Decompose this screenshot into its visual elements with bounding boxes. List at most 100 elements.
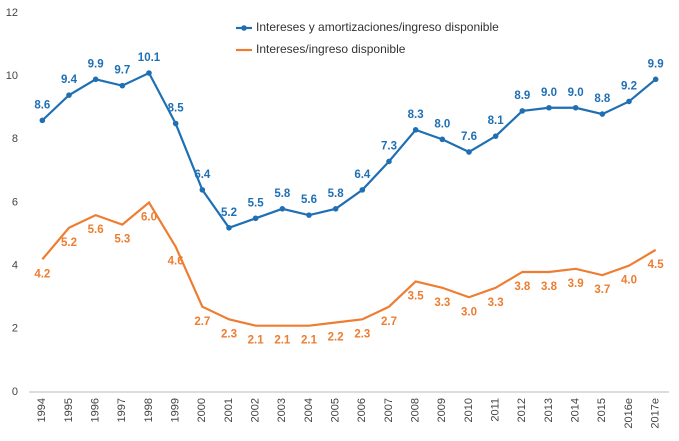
value-label: 9.9 — [88, 58, 104, 70]
y-tick-label: 0 — [12, 386, 18, 398]
value-label: 3.9 — [568, 278, 584, 290]
value-label: 5.8 — [328, 188, 345, 200]
value-label: 4.6 — [168, 256, 184, 268]
y-tick-label: 8 — [12, 133, 18, 145]
value-label: 6.0 — [141, 212, 157, 224]
x-tick-label: 2007 — [383, 398, 395, 422]
marker — [39, 117, 46, 124]
marker — [332, 206, 339, 212]
x-tick-label: 2004 — [303, 398, 315, 422]
legend-label: Intereses y amortizaciones/ingreso dispo… — [256, 20, 499, 34]
value-label: 5.2 — [61, 237, 77, 249]
value-label: 7.3 — [381, 140, 397, 152]
value-label: 2.3 — [221, 328, 237, 340]
marker — [652, 76, 659, 83]
marker — [226, 224, 232, 231]
x-tick-label: 1998 — [143, 398, 155, 422]
value-label: 3.0 — [461, 306, 477, 318]
marker — [146, 70, 152, 76]
x-tick-label: 2002 — [250, 398, 262, 422]
marker — [412, 127, 419, 133]
value-label: 9.0 — [568, 87, 584, 99]
x-tick-label: 1996 — [90, 398, 102, 422]
value-label: 8.3 — [408, 109, 424, 121]
series-line — [41, 200, 657, 327]
value-label: 8.0 — [434, 118, 450, 130]
value-label: 4.2 — [34, 268, 50, 280]
value-label: 2.1 — [301, 335, 318, 347]
value-label: 8.5 — [168, 103, 185, 115]
marker — [119, 82, 126, 89]
value-label: 7.6 — [461, 131, 477, 143]
value-label: 9.0 — [541, 87, 557, 99]
value-label: 2.1 — [248, 335, 265, 347]
x-tick-label: 2016e — [623, 398, 635, 429]
marker — [439, 136, 446, 143]
value-label: 8.8 — [594, 93, 611, 105]
y-tick-label: 10 — [6, 70, 18, 82]
marker — [279, 206, 286, 212]
value-label: 5.6 — [301, 194, 317, 206]
marker — [466, 149, 472, 155]
x-tick-label: 2011 — [490, 398, 502, 422]
x-tick-label: 2015 — [596, 398, 608, 422]
series-line — [41, 71, 657, 230]
value-label: 8.1 — [488, 115, 505, 127]
y-tick-label: 6 — [12, 196, 18, 208]
value-label: 4.5 — [648, 259, 665, 271]
marker — [92, 76, 99, 83]
value-label: 8.6 — [34, 99, 50, 111]
x-tick-label: 2001 — [223, 398, 235, 422]
y-tick-label: 4 — [12, 260, 18, 272]
marker — [252, 215, 259, 222]
legend-label: Intereses/ingreso disponible — [256, 42, 406, 56]
marker — [386, 158, 392, 165]
marker — [599, 111, 606, 117]
value-label: 3.3 — [434, 297, 450, 309]
marker — [66, 92, 72, 98]
value-label: 3.3 — [488, 297, 504, 309]
value-label: 3.8 — [514, 281, 531, 293]
x-tick-label: 2010 — [463, 398, 475, 422]
x-tick-label: 2008 — [410, 398, 422, 422]
x-tick-label: 1995 — [63, 398, 75, 422]
x-tick-label: 2000 — [196, 398, 208, 422]
value-label: 2.3 — [354, 328, 370, 340]
x-tick-label: 2012 — [516, 398, 528, 422]
value-label: 4.0 — [621, 275, 637, 287]
value-label: 2.2 — [328, 332, 344, 344]
marker — [572, 104, 579, 111]
x-tick-label: 2005 — [330, 398, 342, 422]
value-label: 9.7 — [114, 65, 130, 77]
x-tick-label: 1994 — [36, 398, 48, 422]
value-label: 8.9 — [514, 90, 530, 102]
value-label: 6.4 — [194, 169, 211, 181]
value-label: 9.9 — [648, 58, 664, 70]
y-tick-label: 2 — [12, 323, 18, 335]
x-tick-label: 1999 — [170, 398, 182, 422]
marker — [546, 104, 552, 111]
marker — [519, 108, 526, 114]
value-label: 2.1 — [274, 335, 291, 347]
marker — [626, 98, 632, 105]
x-tick-label: 2009 — [436, 398, 448, 422]
marker — [199, 187, 206, 193]
value-label: 5.6 — [88, 224, 104, 236]
value-label: 10.1 — [138, 52, 161, 64]
value-label: 5.8 — [274, 188, 291, 200]
value-label: 5.2 — [221, 207, 237, 219]
marker — [172, 120, 179, 127]
value-label: 2.7 — [381, 316, 397, 328]
x-tick-label: 2013 — [543, 398, 555, 422]
value-label: 3.5 — [408, 290, 425, 302]
value-label: 2.7 — [194, 316, 210, 328]
value-label: 3.8 — [541, 281, 558, 293]
x-tick-label: 2014 — [570, 398, 582, 422]
value-label: 5.3 — [114, 234, 130, 246]
x-tick-label: 2006 — [356, 398, 368, 422]
value-label: 5.5 — [248, 197, 265, 209]
x-tick-label: 2003 — [276, 398, 288, 422]
legend-marker — [241, 25, 247, 31]
value-label: 9.2 — [621, 80, 637, 92]
